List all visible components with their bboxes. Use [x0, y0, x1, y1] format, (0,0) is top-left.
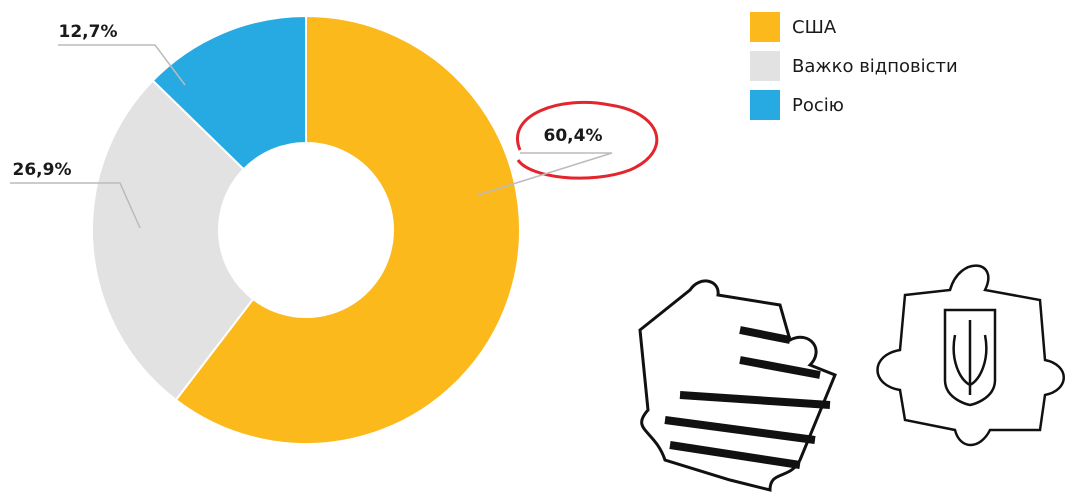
pie: [92, 16, 520, 444]
legend-label: Росію: [792, 95, 844, 116]
legend-swatch: [750, 51, 780, 81]
legend-label: США: [792, 17, 837, 38]
puzzle-usa: [640, 281, 835, 490]
chart: 60,4% 26,9% 12,7% США Важко відповісти Росію: [0, 0, 1074, 497]
legend-swatch: [750, 12, 780, 42]
puzzle-ukraine: [878, 266, 1064, 445]
data-label: 60,4%: [544, 126, 603, 146]
legend-label: Важко відповісти: [792, 56, 958, 77]
data-label: 26,9%: [13, 160, 72, 180]
data-label: 12,7%: [59, 22, 118, 42]
legend-swatch: [750, 90, 780, 120]
